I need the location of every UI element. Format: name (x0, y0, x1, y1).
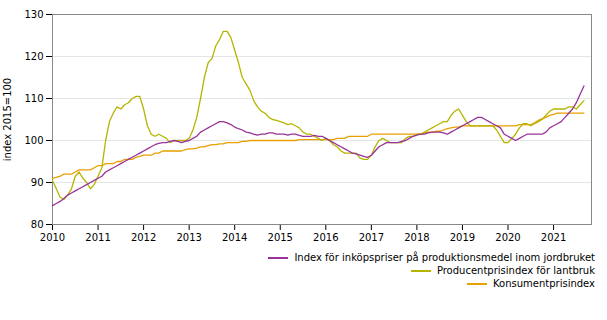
html-text:Producentprisindex för lantbru: Producentprisindex för lantbruk (436, 265, 595, 276)
svg-text:2021: 2021 (541, 232, 566, 243)
svg-text:2014: 2014 (222, 232, 247, 243)
svg-text:120: 120 (24, 51, 43, 62)
svg-text:index 2015=100: index 2015=100 (2, 78, 13, 161)
html-text:Index för inköpspriser på prod: Index för inköpspriser på produktionsmed… (294, 252, 595, 263)
svg-text:90: 90 (31, 177, 44, 188)
svg-text:100: 100 (24, 135, 43, 146)
svg-text:2012: 2012 (131, 232, 156, 243)
svg-text:2018: 2018 (404, 232, 429, 243)
svg-text:2019: 2019 (450, 232, 475, 243)
svg-text:110: 110 (24, 93, 43, 104)
svg-text:130: 130 (24, 9, 43, 20)
svg-text:2020: 2020 (495, 232, 520, 243)
svg-text:2013: 2013 (176, 232, 201, 243)
svg-text:2010: 2010 (40, 232, 65, 243)
svg-text:2016: 2016 (313, 232, 338, 243)
svg-text:80: 80 (31, 219, 44, 230)
svg-text:2011: 2011 (85, 232, 110, 243)
svg-text:2015: 2015 (268, 232, 293, 243)
svg-text:2017: 2017 (359, 232, 384, 243)
html-text:Konsumentprisindex: Konsumentprisindex (493, 278, 595, 289)
